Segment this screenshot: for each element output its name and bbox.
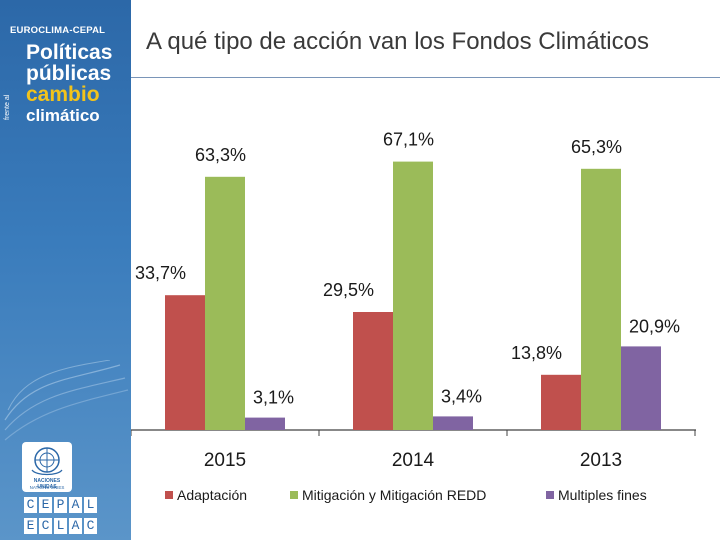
euroclima-label: EUROCLIMA-CEPAL [10,25,106,36]
bar-chart: 33,7% 63,3% 3,1% 2015 29,5% 67,1% 3,4% 2014 13,8… [131,130,696,471]
brand-cambio: cambio [26,83,100,106]
cepal-letter: E [39,497,52,513]
bar-mitigación [205,176,245,430]
data-label: 67,1% [383,130,434,150]
eclac-letter: C [39,518,52,534]
legend-label: Multiples fines [558,487,647,503]
data-label: 29,5% [323,280,374,300]
legend-item-multiples: Multiples fines [546,486,647,504]
cepal-letter: P [54,497,67,513]
category-label: 2014 [392,450,435,471]
bar-multiples [245,417,285,430]
legend-swatch [165,491,173,499]
data-label: 20,9% [629,316,680,336]
chart-legend: Adaptación Mitigación y Mitigación REDD … [0,486,720,506]
legend-item-adaptacion: Adaptación [165,486,247,504]
un-label-fr: NATIONS UNIES [29,485,65,490]
un-emblem: NACIONES UNIDAS NATIONS UNIES [22,442,72,492]
sidebar-branding: EUROCLIMA-CEPAL Políticas públicas frent… [0,0,131,540]
eclac-letter: C [84,518,97,534]
chart-title: A qué tipo de acción van los Fondos Clim… [146,28,649,55]
title-divider [131,77,720,78]
decorative-swirl-icon [4,360,129,441]
legend-label: Adaptación [177,487,248,503]
brand-politicas: Políticas [26,41,113,64]
legend-item-mitigacion: Mitigación y Mitigación REDD [290,486,486,504]
category-label: 2015 [204,450,246,471]
category-label: 2013 [580,450,622,471]
bar-multiples [433,416,473,430]
legend-swatch [546,491,554,499]
eclac-letter: A [69,518,82,534]
brand-climatico: climático [26,106,100,125]
bar-adaptación [541,374,581,430]
cepal-letter: C [24,497,37,513]
data-label: 13,8% [511,343,562,363]
cepal-letter: A [69,497,82,513]
un-label: NACIONES UNIDAS [33,478,61,490]
cepal-letter: L [84,497,97,513]
data-label: 3,4% [441,386,482,406]
bar-adaptación [165,295,205,430]
legend-label: Mitigación y Mitigación REDD [302,487,487,503]
eclac-letter: L [54,518,67,534]
bar-mitigación [581,168,621,431]
data-label: 65,3% [571,137,622,157]
brand-publicas: públicas [26,62,112,85]
legend-swatch [290,491,298,499]
eclac-letter: E [24,518,37,534]
un-globe-icon [31,447,63,476]
bar-multiples [621,346,661,430]
bar-adaptación [353,312,393,430]
brand-frente-al: frente al [4,94,11,120]
data-label: 33,7% [135,263,186,283]
data-label: 3,1% [253,388,294,408]
data-label: 63,3% [195,145,246,165]
bar-mitigación [393,161,433,430]
